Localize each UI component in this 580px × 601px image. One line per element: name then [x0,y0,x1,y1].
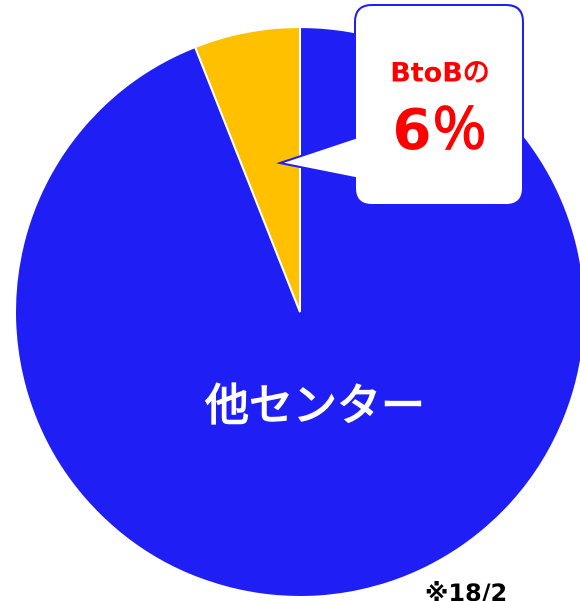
pie-slice [193,25,301,313]
callout-value: 6％ [393,98,488,163]
slice-label: 他センター [204,380,425,431]
note: ※18/2 [425,579,507,601]
callout-category: BtoBの [390,58,490,89]
callout [276,4,524,206]
